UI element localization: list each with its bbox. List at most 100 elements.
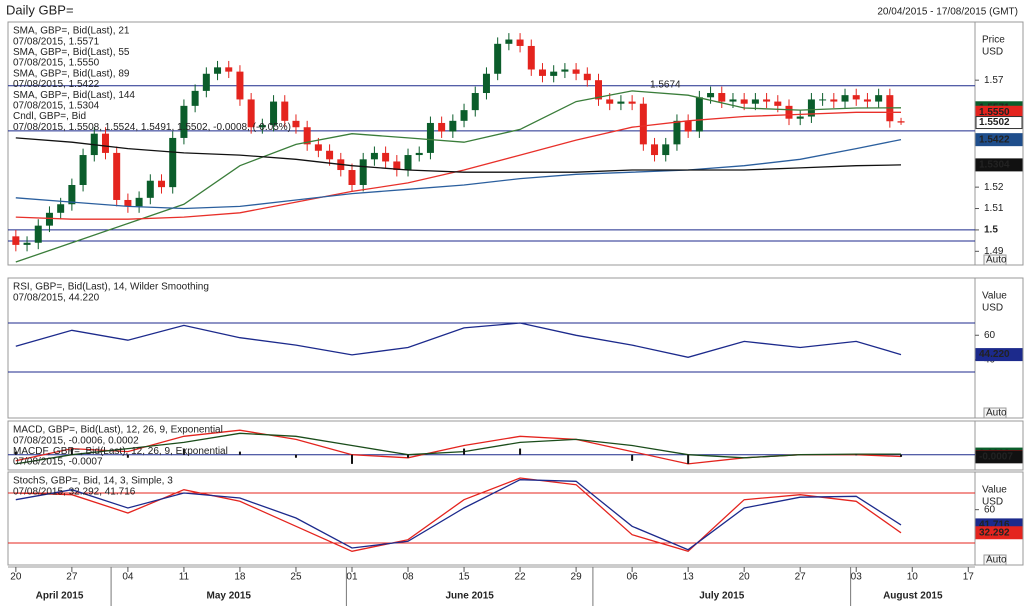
candle-body bbox=[426, 122, 434, 153]
candle-body bbox=[101, 133, 109, 153]
candle-body bbox=[45, 212, 53, 226]
histogram-bar bbox=[294, 454, 297, 458]
x-tick-label: 10 bbox=[907, 572, 919, 583]
axis-title: USD bbox=[982, 47, 1003, 58]
legend-value: 07/08/2015, 1.5550 bbox=[13, 58, 100, 69]
series-line bbox=[15, 90, 902, 263]
histogram-bar bbox=[350, 454, 353, 464]
candle-body bbox=[740, 99, 748, 104]
candle-body bbox=[68, 184, 76, 205]
auto-label: Auto bbox=[986, 408, 1007, 419]
histogram-bar bbox=[463, 448, 466, 455]
chart-title: Daily GBP= bbox=[6, 2, 74, 17]
last-value-box bbox=[975, 348, 1023, 362]
candle-body bbox=[841, 95, 849, 102]
candle-body bbox=[606, 99, 614, 104]
last-value-label: 32.292 bbox=[979, 527, 1010, 538]
series-line bbox=[15, 479, 902, 551]
last-value-label: 41.716 bbox=[979, 520, 1010, 531]
month-label: June 2015 bbox=[445, 591, 494, 602]
histogram-bar bbox=[126, 454, 129, 458]
x-tick-label: 18 bbox=[234, 572, 246, 583]
candle-body bbox=[359, 159, 367, 185]
candle-body bbox=[628, 101, 636, 104]
candle-body bbox=[796, 116, 804, 119]
candle-body bbox=[538, 69, 546, 76]
candle-body bbox=[471, 93, 479, 111]
legend-value: 07/08/2015, 1.5304 bbox=[13, 101, 100, 112]
x-tick-label: 27 bbox=[795, 572, 807, 583]
x-tick-label: 20 bbox=[10, 572, 22, 583]
last-value-box bbox=[975, 133, 1023, 147]
legend-name: SMA, GBP=, Bid(Last), 55 bbox=[13, 47, 130, 58]
candle-body bbox=[695, 97, 703, 132]
legend-value: 07/08/2015, 32.292, 41.716 bbox=[13, 486, 136, 497]
legend-name: SMA, GBP=, Bid(Last), 144 bbox=[13, 90, 135, 101]
candle-body bbox=[617, 101, 625, 104]
legend-name: SMA, GBP=, Bid(Last), 21 bbox=[13, 26, 130, 37]
candle-body bbox=[763, 99, 771, 102]
last-value-box bbox=[975, 158, 1023, 172]
x-tick-label: 17 bbox=[963, 572, 975, 583]
candle-body bbox=[303, 127, 311, 145]
candle-body bbox=[393, 161, 401, 171]
candle-body bbox=[875, 95, 883, 102]
legend-name: SMA, GBP=, Bid(Last), 89 bbox=[13, 68, 130, 79]
month-label: April 2015 bbox=[36, 591, 84, 602]
candle-body bbox=[258, 125, 266, 128]
candle-body bbox=[863, 99, 871, 102]
x-tick-label: 11 bbox=[179, 572, 190, 583]
candle-body bbox=[718, 93, 726, 102]
candle-body bbox=[247, 99, 255, 128]
candle-body bbox=[438, 122, 446, 132]
axis-title: Price bbox=[982, 35, 1005, 46]
last-value-box bbox=[975, 450, 1023, 464]
candle-body bbox=[382, 152, 390, 162]
candle-body bbox=[404, 155, 412, 171]
candle-body bbox=[146, 180, 154, 198]
plot-area bbox=[8, 477, 975, 553]
auto-label: Auto bbox=[986, 555, 1007, 566]
x-tick-label: 01 bbox=[346, 572, 358, 583]
candle-body bbox=[449, 120, 457, 132]
candle-body bbox=[561, 69, 569, 72]
last-value-label: 1.5422 bbox=[979, 134, 1010, 145]
y-tick-label: 60 bbox=[984, 330, 996, 341]
candle-body bbox=[583, 73, 591, 81]
series-line bbox=[15, 137, 902, 173]
date-range: 20/04/2015 - 17/08/2015 (GMT) bbox=[877, 7, 1018, 18]
histogram-bar bbox=[182, 448, 185, 455]
candle-body bbox=[774, 101, 782, 106]
candle-body bbox=[415, 152, 423, 156]
axis-title: USD bbox=[982, 303, 1003, 314]
candle-body bbox=[191, 90, 199, 106]
candle-body bbox=[79, 155, 87, 185]
candle-body bbox=[897, 121, 905, 123]
x-tick-label: 25 bbox=[290, 572, 302, 583]
legend-value: 07/08/2015, -0.0007 bbox=[13, 457, 103, 468]
y-tick-label: 1.57 bbox=[984, 75, 1004, 86]
candle-body bbox=[135, 197, 143, 207]
axis-title: Value bbox=[982, 485, 1007, 496]
y-tick-label: 1.51 bbox=[984, 203, 1004, 214]
candle-body bbox=[684, 120, 692, 132]
candle-body bbox=[852, 95, 860, 100]
x-tick-label: 04 bbox=[122, 572, 134, 583]
candle-body bbox=[482, 73, 490, 94]
candle-body bbox=[639, 103, 647, 145]
histogram-bar bbox=[70, 448, 73, 455]
last-value-label: 44.220 bbox=[979, 349, 1010, 360]
plot-area bbox=[8, 429, 975, 465]
candle-body bbox=[494, 43, 502, 74]
histogram-bar bbox=[519, 448, 522, 455]
candle-body bbox=[460, 110, 468, 121]
candle-body bbox=[662, 144, 670, 156]
month-label: May 2015 bbox=[206, 591, 251, 602]
candle-body bbox=[214, 67, 222, 74]
series-line bbox=[15, 138, 902, 210]
month-label: July 2015 bbox=[699, 591, 744, 602]
x-tick-label: 03 bbox=[851, 572, 863, 583]
series-line bbox=[15, 322, 902, 358]
candle-body bbox=[572, 69, 580, 74]
